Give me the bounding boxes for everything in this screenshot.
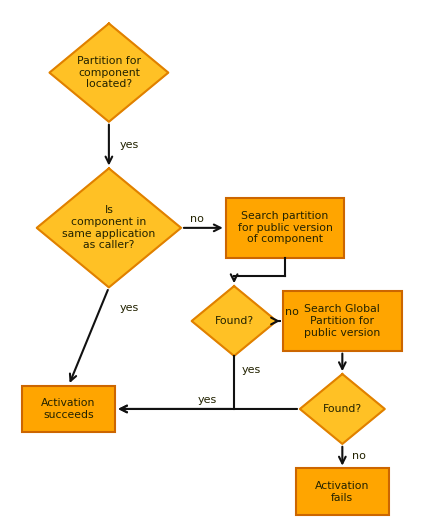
Text: Found?: Found? xyxy=(323,404,362,414)
Text: yes: yes xyxy=(120,140,139,150)
Text: no: no xyxy=(190,213,203,223)
Text: yes: yes xyxy=(242,366,261,376)
Text: no: no xyxy=(285,306,299,317)
FancyBboxPatch shape xyxy=(226,198,344,258)
FancyBboxPatch shape xyxy=(283,291,402,351)
Polygon shape xyxy=(49,24,168,122)
Text: Search Global
Partition for
public version: Search Global Partition for public versi… xyxy=(304,304,381,338)
Polygon shape xyxy=(192,286,276,356)
Polygon shape xyxy=(300,374,385,444)
Text: no: no xyxy=(352,451,365,461)
FancyBboxPatch shape xyxy=(296,469,389,515)
Text: Is
component in
same application
as caller?: Is component in same application as call… xyxy=(62,206,156,251)
Text: yes: yes xyxy=(198,395,217,405)
FancyBboxPatch shape xyxy=(22,385,115,432)
Text: Partition for
component
located?: Partition for component located? xyxy=(77,56,141,89)
Text: Found?: Found? xyxy=(215,316,254,326)
Polygon shape xyxy=(37,168,181,287)
Text: Search partition
for public version
of component: Search partition for public version of c… xyxy=(238,211,332,244)
Text: Activation
fails: Activation fails xyxy=(315,481,369,503)
Text: Activation
succeeds: Activation succeeds xyxy=(41,398,96,420)
Text: yes: yes xyxy=(120,303,139,313)
